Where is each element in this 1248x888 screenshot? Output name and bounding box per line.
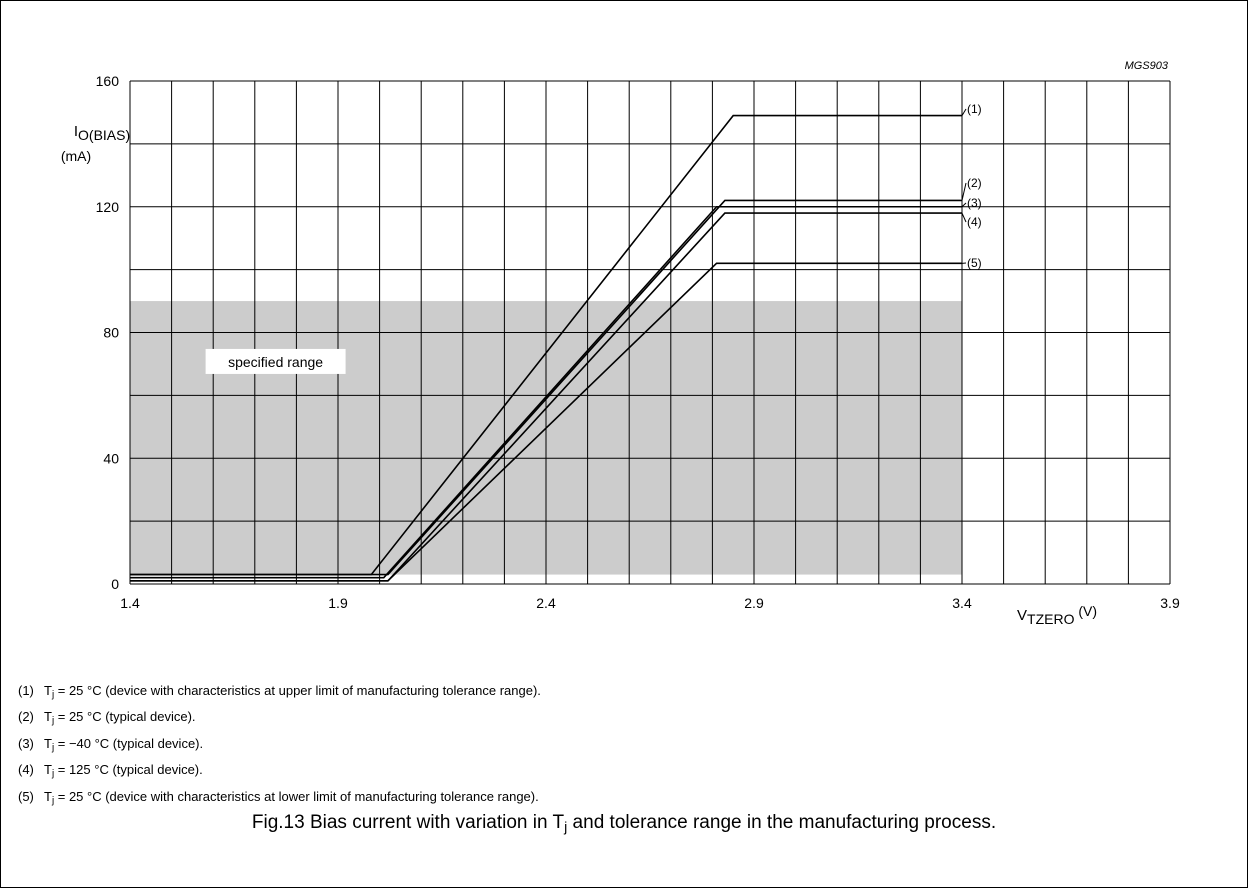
note-item: (2) Tj = 25 °C (typical device).	[18, 706, 541, 732]
series-label: (5)	[967, 256, 982, 270]
x-tick-label: 2.4	[536, 595, 556, 611]
series-label: (4)	[967, 215, 982, 229]
note-text: Tj = 25 °C (device with characteristics …	[44, 786, 539, 812]
series-leader-line	[962, 213, 966, 222]
note-text: Tj = −40 °C (typical device).	[44, 733, 203, 759]
caption-suffix: and tolerance range in the manufacturing…	[567, 812, 996, 833]
series-label: (2)	[967, 176, 982, 190]
series-label: (1)	[967, 102, 982, 116]
x-axis-label: VTZERO (V)	[1017, 603, 1097, 627]
note-number: (5)	[18, 786, 44, 812]
note-text: Tj = 125 °C (typical device).	[44, 759, 203, 785]
series-notes: (1) Tj = 25 °C (device with characteristi…	[18, 680, 541, 812]
note-number: (2)	[18, 706, 44, 732]
y-tick-label: 120	[96, 199, 120, 215]
x-tick-label: 1.9	[328, 595, 348, 611]
y-tick-label: 40	[103, 450, 119, 466]
series-leader-line	[962, 109, 966, 116]
bias-current-chart: 1.4 1.9 2.4 2.9 3.4 3.9 0 40 80 120 160 specified r…	[0, 0, 1248, 680]
note-number: (4)	[18, 759, 44, 785]
note-item: (4) Tj = 125 °C (typical device).	[18, 759, 541, 785]
note-item: (1) Tj = 25 °C (device with characteristi…	[18, 680, 541, 706]
specified-range-label: specified range	[228, 354, 323, 370]
y-axis-label: IO(BIAS)	[74, 123, 130, 143]
figure-id: MGS903	[1125, 60, 1169, 72]
note-text: Tj = 25 °C (typical device).	[44, 706, 196, 732]
y-tick-label: 80	[103, 325, 119, 341]
y-axis-unit: (mA)	[61, 148, 91, 164]
x-tick-label: 2.9	[744, 595, 764, 611]
series-label: (3)	[967, 196, 982, 210]
note-text: Tj = 25 °C (device with characteristics …	[44, 680, 541, 706]
caption-prefix: Fig.13 Bias current with variation in T	[252, 812, 564, 833]
note-item: (3) Tj = −40 °C (typical device).	[18, 733, 541, 759]
series-leader-line	[962, 203, 966, 207]
figure-caption: Fig.13 Bias current with variation in Tj…	[0, 812, 1248, 836]
y-tick-label: 160	[96, 73, 120, 89]
note-number: (1)	[18, 680, 44, 706]
series-leader-line	[962, 183, 966, 200]
y-tick-label: 0	[111, 576, 119, 592]
note-number: (3)	[18, 733, 44, 759]
x-tick-label: 1.4	[120, 595, 140, 611]
x-tick-label: 3.4	[952, 595, 972, 611]
x-tick-label: 3.9	[1160, 595, 1180, 611]
note-item: (5) Tj = 25 °C (device with characteristi…	[18, 786, 541, 812]
